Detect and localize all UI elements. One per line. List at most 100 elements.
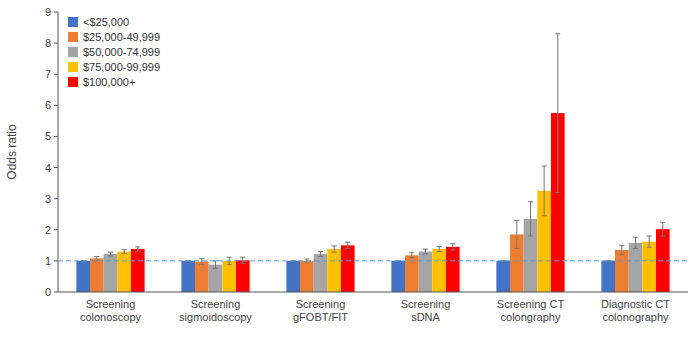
reference-line xyxy=(58,260,688,261)
error-bar xyxy=(409,253,414,258)
error-bar xyxy=(660,222,665,236)
y-tick xyxy=(54,74,58,75)
x-tick-label-line: sDNA xyxy=(411,311,440,323)
legend-label: $25,000-49,999 xyxy=(83,31,160,43)
error-bar xyxy=(437,247,442,252)
y-tick-label: 3 xyxy=(45,193,51,205)
y-tick-label: 5 xyxy=(45,130,51,142)
x-tick-label: ScreeninggFOBT/FIT xyxy=(293,298,348,323)
error-bar xyxy=(345,242,350,248)
x-tick-label-line: Screening xyxy=(86,298,136,310)
legend-label: $50,000-74,999 xyxy=(83,46,160,58)
y-tick xyxy=(54,167,58,168)
x-tick-label-line: colonography xyxy=(602,311,669,323)
error-bar xyxy=(318,252,323,257)
bar xyxy=(76,261,90,292)
x-tick-label-line: sigmoidoscopy xyxy=(179,311,252,323)
bar xyxy=(117,252,131,292)
error-bar xyxy=(199,258,204,264)
y-tick-label: 9 xyxy=(45,6,51,18)
error-bar xyxy=(633,237,638,248)
error-bar xyxy=(122,250,127,254)
legend-swatch xyxy=(68,17,78,27)
x-tick-label: Screeningsigmoidoscopy xyxy=(179,298,252,323)
bar xyxy=(601,261,615,292)
x-tick-label-line: colongraphy xyxy=(501,311,561,323)
y-axis-label: Odds ratio xyxy=(5,124,19,180)
series xyxy=(131,113,670,292)
y-tick xyxy=(54,260,58,261)
error-bar xyxy=(514,220,519,248)
y-axis: 0 1 2 3 4 5 6 7 8 9 xyxy=(45,6,58,298)
y-tick-label: 4 xyxy=(45,162,51,174)
bar xyxy=(446,247,460,292)
chart: 0123456789Odds ratioScreeningcolonoscopy… xyxy=(0,0,700,348)
bar xyxy=(642,242,656,292)
x-tick-label: ScreeningsDNA xyxy=(401,298,451,323)
error-bar xyxy=(240,257,245,263)
x-axis-line xyxy=(58,292,688,293)
x-tick-label: Screening CTcolongraphy xyxy=(497,298,565,323)
error-bar xyxy=(528,202,533,236)
y-tick xyxy=(54,43,58,44)
bar xyxy=(629,243,643,292)
x-tick-label: Screeningcolonoscopy xyxy=(80,298,142,323)
error-bar xyxy=(619,245,624,254)
error-bar xyxy=(542,166,547,216)
y-tick xyxy=(54,198,58,199)
bar xyxy=(222,261,236,292)
bar xyxy=(90,258,104,292)
y-tick xyxy=(54,229,58,230)
legend-swatch xyxy=(68,62,78,72)
x-tick-label-line: colonoscopy xyxy=(80,311,142,323)
plot-area xyxy=(58,34,688,292)
error-bar xyxy=(94,257,99,261)
legend: <$25,000$25,000-49,999$50,000-74,999$75,… xyxy=(68,16,160,88)
x-tick-label-line: Diagnostic CT xyxy=(601,298,670,310)
y-tick xyxy=(54,136,58,137)
bar xyxy=(181,261,195,292)
y-tick-label: 6 xyxy=(45,99,51,111)
bar xyxy=(615,250,629,292)
bar xyxy=(419,252,433,292)
error-bar xyxy=(213,261,218,268)
bar xyxy=(432,249,446,292)
x-tick-label-line: Screening CT xyxy=(497,298,565,310)
error-bar xyxy=(135,247,140,251)
legend-swatch xyxy=(68,47,78,57)
bar xyxy=(314,254,328,292)
x-tick-label-line: Screening xyxy=(191,298,241,310)
legend-label: <$25,000 xyxy=(83,16,129,28)
y-tick xyxy=(54,12,58,13)
bar xyxy=(104,254,118,292)
y-tick-label: 7 xyxy=(45,68,51,80)
error-bar xyxy=(108,252,113,256)
legend-swatch xyxy=(68,32,78,42)
legend-label: $100,000+ xyxy=(83,76,135,88)
error-bar xyxy=(332,246,337,252)
error-bar xyxy=(423,249,428,254)
y-tick xyxy=(54,105,58,106)
x-tick-label-line: gFOBT/FIT xyxy=(293,311,348,323)
error-bar xyxy=(450,244,455,250)
bar xyxy=(195,262,209,292)
error-bar xyxy=(647,236,652,247)
y-tick-label: 2 xyxy=(45,224,51,236)
x-tick-label-line: Screening xyxy=(296,298,346,310)
bar xyxy=(236,260,250,292)
bar xyxy=(286,261,300,292)
y-tick xyxy=(54,292,58,293)
y-tick-label: 0 xyxy=(45,286,51,298)
bar xyxy=(341,245,355,292)
bar xyxy=(300,261,314,292)
error-bar xyxy=(555,34,560,193)
y-tick-label: 1 xyxy=(45,255,51,267)
y-tick-label: 8 xyxy=(45,37,51,49)
series xyxy=(117,191,656,292)
bar xyxy=(496,261,510,292)
x-tick-label: Diagnostic CTcolonography xyxy=(601,298,670,323)
y-axis-line xyxy=(58,12,59,292)
x-axis: ScreeningcolonoscopyScreeningsigmoidosco… xyxy=(58,292,688,323)
legend-swatch xyxy=(68,77,78,87)
bar xyxy=(327,249,341,292)
